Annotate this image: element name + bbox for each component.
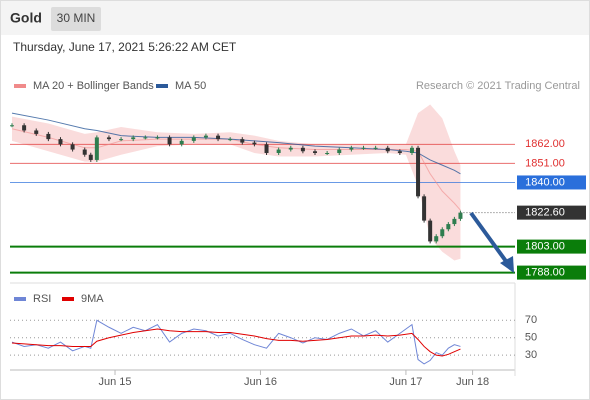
interval: 30 MIN: [57, 11, 96, 25]
rsi-line: [11, 319, 461, 365]
candle: [22, 125, 27, 131]
date: Thursday, June 17, 2021 5:26:22 AM CET: [13, 40, 237, 54]
candle: [88, 154, 93, 160]
candle: [167, 137, 172, 145]
candle: [361, 147, 366, 149]
candle: [397, 151, 402, 153]
candle: [34, 130, 39, 134]
level-box: [517, 239, 586, 254]
y-tick-label: 30: [525, 349, 537, 361]
candle: [264, 144, 269, 153]
legend-label: RSI: [33, 293, 51, 305]
x-tick-label: Jun 17: [389, 376, 422, 388]
candle: [179, 140, 184, 145]
candle: [143, 137, 148, 139]
candle: [10, 125, 14, 127]
legend-label: MA 50: [175, 80, 206, 92]
legend-label: 9MA: [81, 293, 104, 305]
x-tick-label: Jun 18: [456, 376, 489, 388]
candle: [240, 139, 245, 143]
candle: [276, 149, 281, 153]
y-tick-label: 70: [525, 314, 537, 326]
candle: [155, 137, 160, 139]
candle: [119, 139, 124, 141]
level-label: 1788.00: [525, 267, 565, 279]
last-price-box: [517, 205, 586, 220]
candle: [300, 147, 305, 152]
candle: [82, 149, 87, 155]
price-panel: 1862.00 1851.00 1840.00 1803.00 1788.00 1822.…: [10, 80, 586, 280]
candle: [434, 236, 439, 242]
y-tick-label: 50: [525, 332, 537, 344]
candle: [191, 137, 196, 141]
candle: [349, 147, 354, 150]
x-tick-label: Jun 16: [244, 376, 277, 388]
candle: [422, 196, 427, 221]
candle: [216, 135, 221, 140]
candle: [416, 147, 421, 197]
candle: [70, 144, 75, 150]
candle: [203, 135, 208, 138]
level-label: 1803.00: [525, 241, 565, 253]
candle: [452, 218, 457, 225]
copyright: Research © 2021 Trading Central: [416, 80, 580, 92]
last-price-label: 1822.60: [525, 207, 565, 219]
candle: [106, 137, 111, 140]
candle: [252, 142, 257, 145]
legend-label: MA 20 + Bollinger Bands: [33, 80, 154, 92]
interval-badge: [51, 7, 101, 31]
candle: [228, 139, 233, 141]
candle: [46, 133, 51, 140]
symbol: Gold: [10, 10, 42, 26]
candle: [428, 220, 433, 242]
x-tick-label: Jun 15: [99, 376, 132, 388]
legend-swatch: [14, 84, 26, 88]
candle: [373, 147, 378, 149]
level-label: 1840.00: [525, 176, 565, 188]
candle: [385, 147, 390, 152]
ma-line: [11, 112, 461, 175]
candle: [58, 139, 63, 145]
forecast-arrow: [469, 211, 510, 266]
candle: [458, 212, 463, 219]
forecast-arrowhead: [500, 256, 514, 273]
level-box: [517, 175, 586, 190]
candle: [337, 149, 342, 153]
candle: [94, 137, 99, 160]
level-label: 1851.00: [525, 157, 565, 169]
candle: [288, 147, 293, 150]
candle: [446, 224, 451, 230]
bollinger-band: [12, 104, 461, 261]
candle: [325, 153, 330, 154]
candle: [313, 151, 318, 153]
candle: [409, 147, 414, 153]
candle: [440, 229, 445, 237]
level-box: [517, 265, 586, 280]
rsi-line: [11, 328, 461, 357]
legend-swatch: [62, 297, 74, 301]
level-label: 1862.00: [525, 138, 565, 150]
candle: [131, 137, 136, 140]
rsi-panel: 70 50 30 Jun 15 Jun 16 Jun 17 Jun 18 RSI 9MA: [10, 293, 537, 388]
legend-swatch: [14, 297, 26, 301]
legend-swatch: [156, 84, 168, 88]
